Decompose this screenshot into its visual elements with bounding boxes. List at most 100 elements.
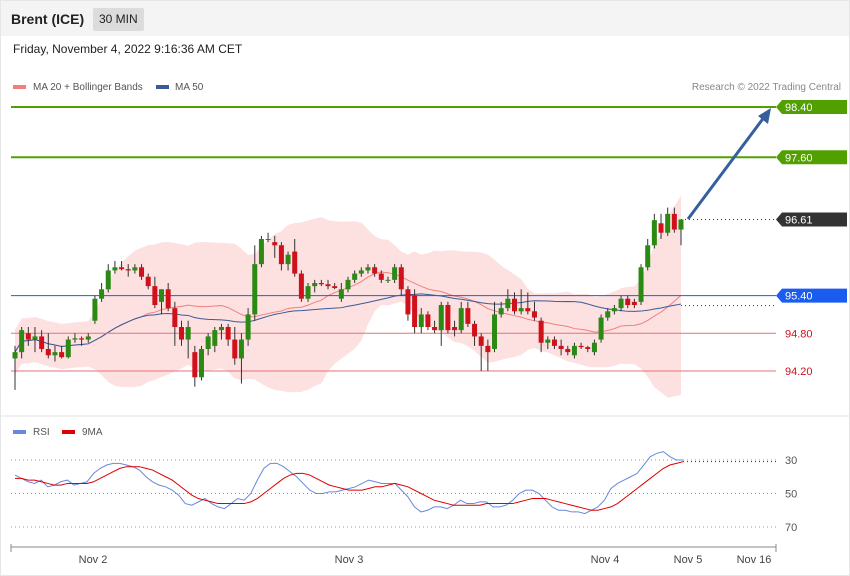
forecast-arrow-head [758, 108, 771, 124]
candle-body [212, 330, 218, 346]
candle-body [65, 339, 71, 358]
candle-body [372, 267, 378, 274]
candle-body [578, 345, 584, 348]
target-price-label: 97.60 [785, 152, 813, 164]
candle-body [72, 338, 78, 340]
candle-body [278, 245, 284, 265]
target-price-tag [776, 150, 847, 165]
candle-body [265, 239, 271, 240]
candle-body [12, 352, 18, 359]
candle-body [225, 327, 231, 340]
candle-body [32, 336, 38, 340]
candle-body [465, 308, 471, 324]
support-price-label: 94.80 [785, 328, 813, 340]
candle-body [598, 317, 604, 340]
candle-body [125, 269, 131, 271]
legend: MA 20 + Bollinger Bands MA 50 Research © 2… [13, 82, 841, 438]
candle-body [571, 345, 577, 356]
candle-body [518, 308, 524, 312]
ma20-legend-swatch [13, 85, 26, 89]
candle-body [625, 298, 631, 305]
rsi-legend-label: RSI [33, 427, 50, 438]
candle-body [631, 301, 637, 305]
candle-body [152, 286, 158, 305]
candle-body [665, 213, 671, 233]
pivot-price-label: 95.40 [785, 291, 813, 303]
x-tick-label: Nov 16 [737, 554, 772, 566]
candle-body [558, 345, 564, 349]
x-tick-label: Nov 3 [335, 554, 364, 566]
rsi-tick-label: 30 [785, 455, 797, 467]
candle-body [325, 284, 331, 287]
x-tick-label: Nov 5 [674, 554, 703, 566]
candle-body [358, 270, 364, 274]
candle-body [338, 289, 344, 299]
candle-body [99, 289, 105, 299]
candle-body [492, 314, 498, 349]
candle-body [412, 295, 418, 327]
last-price-tag [776, 212, 847, 227]
candle-body [272, 242, 278, 246]
candle-body [651, 220, 657, 246]
interval-badge[interactable]: 30 MIN [93, 8, 144, 31]
candle-body [85, 336, 91, 340]
candle-body [418, 314, 424, 327]
ma20-legend-label: MA 20 + Bollinger Bands [33, 82, 143, 93]
copyright-text: Research © 2022 Trading Central [692, 82, 841, 93]
candle-body [385, 279, 391, 281]
candle-body [405, 289, 411, 315]
rsi-ma-line [15, 461, 684, 511]
candle-body [159, 289, 165, 302]
candle-body [19, 330, 25, 353]
x-tick-label: Nov 2 [79, 554, 108, 566]
candle-body [258, 239, 264, 265]
target-price-tag [776, 100, 847, 114]
candle-body [425, 314, 431, 327]
timestamp: Friday, November 4, 2022 9:16:36 AM CET [13, 42, 243, 56]
ma50-line [14, 293, 682, 353]
candle-body [252, 264, 258, 315]
candle-body [245, 314, 251, 340]
candle-body [565, 349, 571, 353]
candle-body [318, 283, 324, 285]
x-tick-label: Nov 4 [591, 554, 620, 566]
candle-body [398, 267, 404, 290]
candle-body [139, 267, 145, 277]
candle-body [285, 254, 291, 265]
bollinger-band [15, 195, 681, 398]
pivot-price-tag [776, 288, 847, 303]
candle-body [478, 336, 484, 346]
candle-body [25, 333, 31, 340]
candle-body [292, 251, 298, 274]
instrument-title: Brent (ICE) [11, 11, 85, 27]
candle-body [611, 308, 617, 312]
rsi-ma-legend-swatch [62, 430, 75, 434]
candle-body [585, 347, 591, 349]
ma50-legend-swatch [156, 85, 169, 89]
candle-body [185, 327, 191, 340]
candle-body [238, 339, 244, 359]
rsi-legend-swatch [13, 430, 26, 434]
candle-body [551, 339, 557, 346]
candle-body [192, 352, 198, 378]
candle-body [545, 339, 551, 343]
header-bar: Brent (ICE) 30 MIN [1, 1, 849, 36]
candle-body [645, 245, 651, 268]
candle-body [179, 327, 184, 340]
candle-body [485, 345, 491, 353]
candle-body [312, 283, 318, 287]
candle-body [298, 273, 304, 299]
candle-body [112, 267, 118, 271]
candle-body [472, 323, 478, 337]
candle-body [638, 267, 644, 302]
candle-body [538, 320, 544, 343]
candle-body [332, 286, 338, 289]
rsi-ma-legend-label: 9MA [82, 427, 103, 438]
candle-body [458, 308, 464, 331]
candle-body [531, 311, 537, 318]
candle-body [365, 267, 371, 271]
target-price-label: 98.40 [785, 102, 813, 114]
candle-body [378, 273, 384, 280]
candle-body [671, 213, 677, 230]
